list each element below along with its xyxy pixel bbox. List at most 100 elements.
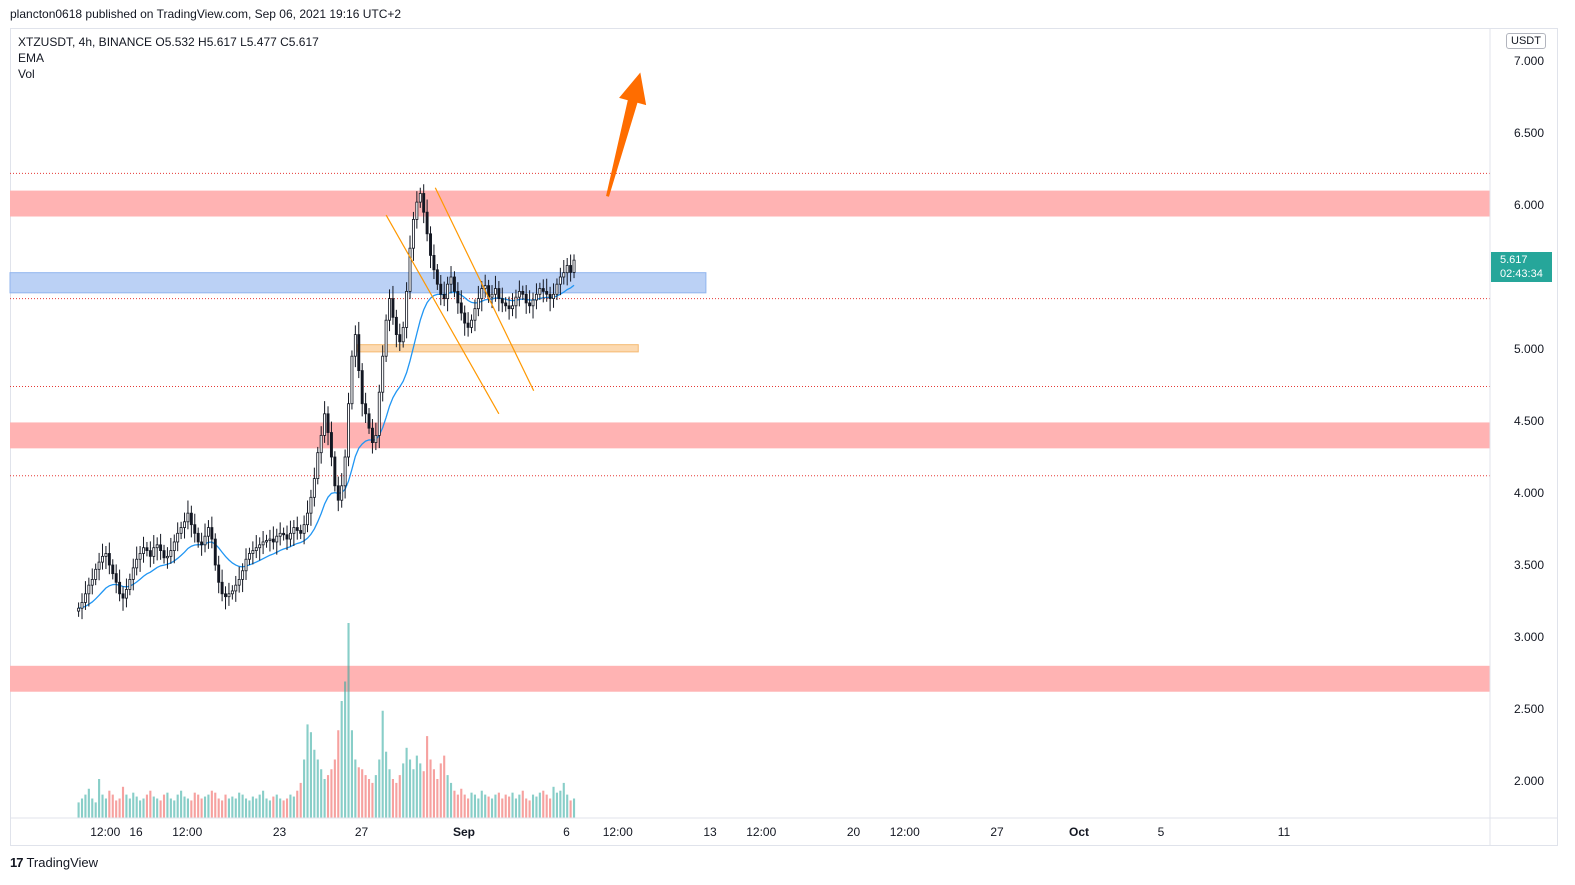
volume-bar bbox=[193, 792, 196, 818]
candle-body bbox=[548, 293, 552, 299]
candle-body bbox=[90, 579, 94, 586]
candle-body bbox=[271, 538, 275, 543]
volume-bar bbox=[121, 786, 125, 818]
candle-body bbox=[285, 534, 289, 540]
candle-body bbox=[104, 553, 108, 557]
volume-bar bbox=[374, 775, 377, 818]
volume-bar bbox=[183, 796, 186, 818]
volume-bar bbox=[347, 623, 350, 818]
candle-body bbox=[449, 276, 453, 285]
volume-bar bbox=[197, 794, 200, 818]
candle-body bbox=[101, 555, 104, 563]
volume-bar bbox=[405, 747, 408, 818]
volume-bar bbox=[180, 790, 183, 818]
volume-bar bbox=[309, 732, 312, 818]
candle-body bbox=[124, 589, 128, 599]
candle-body bbox=[333, 456, 337, 487]
volume-bar bbox=[490, 798, 494, 818]
candle-body bbox=[388, 298, 391, 321]
candle-body bbox=[251, 550, 255, 554]
candle-body bbox=[316, 452, 320, 479]
volume-bar bbox=[203, 796, 207, 818]
volume-bar bbox=[166, 792, 169, 818]
volume-bar bbox=[292, 796, 295, 818]
candle-body bbox=[473, 308, 477, 321]
volume-bar bbox=[186, 798, 189, 818]
candle-body bbox=[234, 584, 238, 592]
price-tick-label: 2.000 bbox=[1514, 774, 1544, 788]
volume-bar bbox=[299, 782, 302, 818]
volume-bar bbox=[279, 798, 282, 818]
candle-body bbox=[128, 579, 132, 590]
tradingview-logo-text: TradingView bbox=[26, 855, 99, 870]
candle-body bbox=[142, 547, 145, 554]
volume-bar bbox=[429, 759, 432, 818]
volume-bar bbox=[169, 798, 172, 818]
volume-bar bbox=[555, 792, 559, 818]
price-tick-label: 3.500 bbox=[1514, 558, 1544, 572]
volume-bar bbox=[296, 790, 299, 818]
candle-body bbox=[265, 540, 268, 543]
candle-body bbox=[415, 201, 419, 220]
symbol-legend[interactable]: XTZUSDT, 4h, BINANCE O5.532 H5.617 L5.47… bbox=[18, 35, 319, 49]
volume-bar bbox=[111, 794, 114, 818]
candle-body bbox=[196, 532, 200, 543]
volume-bar bbox=[484, 794, 487, 818]
candle-body bbox=[514, 296, 518, 307]
candle-body bbox=[367, 413, 371, 429]
candle-body bbox=[258, 544, 262, 549]
volume-bar bbox=[408, 759, 412, 818]
volume-bar bbox=[487, 796, 490, 818]
candle-body bbox=[121, 593, 125, 599]
volume-bar bbox=[501, 798, 504, 818]
volume-bar bbox=[463, 794, 466, 818]
volume-bar bbox=[77, 802, 80, 818]
volume-bar bbox=[344, 681, 347, 818]
candle-body bbox=[165, 555, 169, 559]
volume-bar bbox=[535, 796, 538, 818]
volume-bar bbox=[190, 800, 193, 818]
ema-legend[interactable]: EMA bbox=[18, 51, 45, 65]
volume-bar bbox=[364, 775, 367, 818]
volume-bar bbox=[549, 798, 552, 818]
drawings-layer bbox=[385, 72, 647, 415]
volume-bar bbox=[559, 790, 562, 818]
tradingview-logo[interactable]: 17 TradingView bbox=[10, 855, 98, 870]
candle-body bbox=[422, 193, 426, 213]
volume-bar bbox=[210, 790, 213, 818]
candle-body bbox=[446, 283, 450, 300]
price-tick-label: 7.000 bbox=[1514, 54, 1544, 68]
candle-body bbox=[524, 293, 528, 304]
volume-bar bbox=[480, 790, 483, 818]
time-tick-label: 12:00 bbox=[603, 825, 633, 839]
currency-badge[interactable]: USDT bbox=[1506, 33, 1546, 49]
candle-body bbox=[353, 334, 357, 357]
volume-bar bbox=[415, 755, 418, 818]
volume-bar bbox=[306, 724, 309, 818]
candle-body bbox=[391, 298, 395, 318]
volume-bar bbox=[525, 798, 528, 818]
volume-bar bbox=[241, 794, 244, 818]
time-tick-label: 5 bbox=[1158, 825, 1165, 839]
candle-body bbox=[111, 564, 115, 575]
candle-body bbox=[466, 322, 470, 328]
price-axis: 7.000 6.500 6.000 5.000 4.500 4.000 3.500 3.000… bbox=[1489, 28, 1544, 845]
candle-body bbox=[432, 254, 436, 271]
volume-bar bbox=[449, 782, 453, 818]
candle-body bbox=[278, 532, 282, 537]
candle-body bbox=[193, 524, 197, 534]
volume-bar bbox=[542, 790, 545, 818]
volume-bar bbox=[255, 798, 258, 818]
candle-body bbox=[97, 561, 101, 570]
candle-body bbox=[309, 496, 313, 514]
candle-body bbox=[94, 568, 98, 580]
candle-body bbox=[83, 593, 87, 603]
volume-bar bbox=[412, 769, 415, 818]
time-tick-label: 27 bbox=[355, 825, 369, 839]
candle-body bbox=[394, 316, 398, 336]
time-tick-label: 12:00 bbox=[746, 825, 776, 839]
candle-body bbox=[282, 532, 286, 536]
volume-legend[interactable]: Vol bbox=[18, 67, 35, 81]
volume-bar bbox=[371, 782, 374, 818]
